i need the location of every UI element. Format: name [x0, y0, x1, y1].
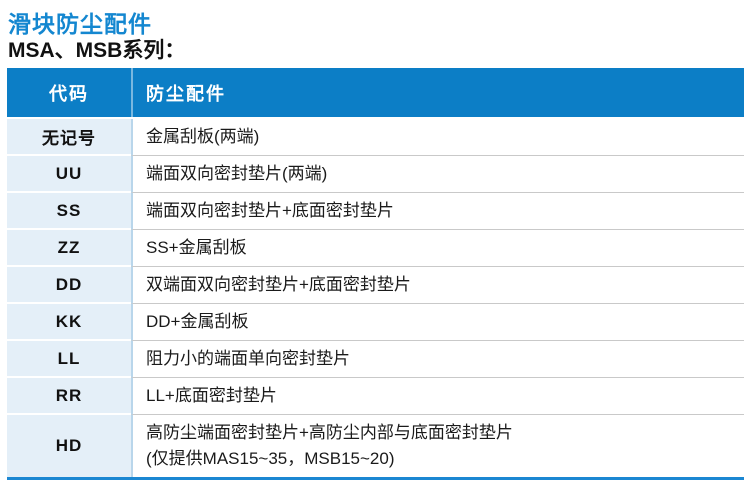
- desc-text: 端面双向密封垫片(两端): [146, 164, 328, 183]
- header-cell-accessory: 防尘配件: [131, 68, 744, 117]
- desc-text: 端面双向密封垫片+底面密封垫片: [146, 201, 394, 220]
- desc-text: 双端面双向密封垫片+底面密封垫片: [146, 275, 411, 294]
- desc-cell: LL+底面密封垫片: [131, 378, 744, 415]
- desc-cell: 金属刮板(两端): [131, 119, 744, 156]
- code-cell: SS: [7, 193, 131, 230]
- desc-note: (仅提供MAS15~35，MSB15~20): [146, 449, 395, 468]
- series-subtitle: MSA、MSB系列：: [8, 39, 186, 62]
- desc-text: LL+底面密封垫片: [146, 386, 277, 405]
- code-cell: 无记号: [7, 119, 131, 156]
- page-title: 滑块防尘配件: [8, 11, 152, 37]
- code-cell: HD: [7, 415, 131, 477]
- table-header-row: 代码 防尘配件: [7, 68, 744, 117]
- table-row: KK DD+金属刮板: [7, 304, 744, 341]
- desc-text: 阻力小的端面单向密封垫片: [146, 349, 350, 368]
- table-row: SS 端面双向密封垫片+底面密封垫片: [7, 193, 744, 230]
- table-row: HD 高防尘端面密封垫片+高防尘内部与底面密封垫片 (仅提供MAS15~35，M…: [7, 415, 744, 477]
- desc-cell: DD+金属刮板: [131, 304, 744, 341]
- desc-text: 高防尘端面密封垫片+高防尘内部与底面密封垫片: [146, 423, 513, 442]
- code-cell: UU: [7, 156, 131, 193]
- table-row: UU 端面双向密封垫片(两端): [7, 156, 744, 193]
- desc-cell: 端面双向密封垫片(两端): [131, 156, 744, 193]
- desc-text: SS+金属刮板: [146, 238, 247, 257]
- desc-cell: 阻力小的端面单向密封垫片: [131, 341, 744, 378]
- code-cell: DD: [7, 267, 131, 304]
- code-cell: LL: [7, 341, 131, 378]
- table-row: 无记号 金属刮板(两端): [7, 119, 744, 156]
- table-row: ZZ SS+金属刮板: [7, 230, 744, 267]
- desc-text: 金属刮板(两端): [146, 127, 260, 146]
- code-cell: KK: [7, 304, 131, 341]
- desc-cell: 双端面双向密封垫片+底面密封垫片: [131, 267, 744, 304]
- table-row: LL 阻力小的端面单向密封垫片: [7, 341, 744, 378]
- code-cell: ZZ: [7, 230, 131, 267]
- header-cell-code: 代码: [49, 83, 89, 104]
- desc-cell: SS+金属刮板: [131, 230, 744, 267]
- table-row: RR LL+底面密封垫片: [7, 378, 744, 415]
- desc-cell: 端面双向密封垫片+底面密封垫片: [131, 193, 744, 230]
- desc-text: DD+金属刮板: [146, 312, 249, 331]
- dust-accessory-table: 代码 防尘配件 无记号 金属刮板(两端) UU 端面双向密封垫片(两端) SS …: [7, 68, 744, 480]
- table-row: DD 双端面双向密封垫片+底面密封垫片: [7, 267, 744, 304]
- code-cell: RR: [7, 378, 131, 415]
- desc-cell: 高防尘端面密封垫片+高防尘内部与底面密封垫片 (仅提供MAS15~35，MSB1…: [131, 415, 744, 477]
